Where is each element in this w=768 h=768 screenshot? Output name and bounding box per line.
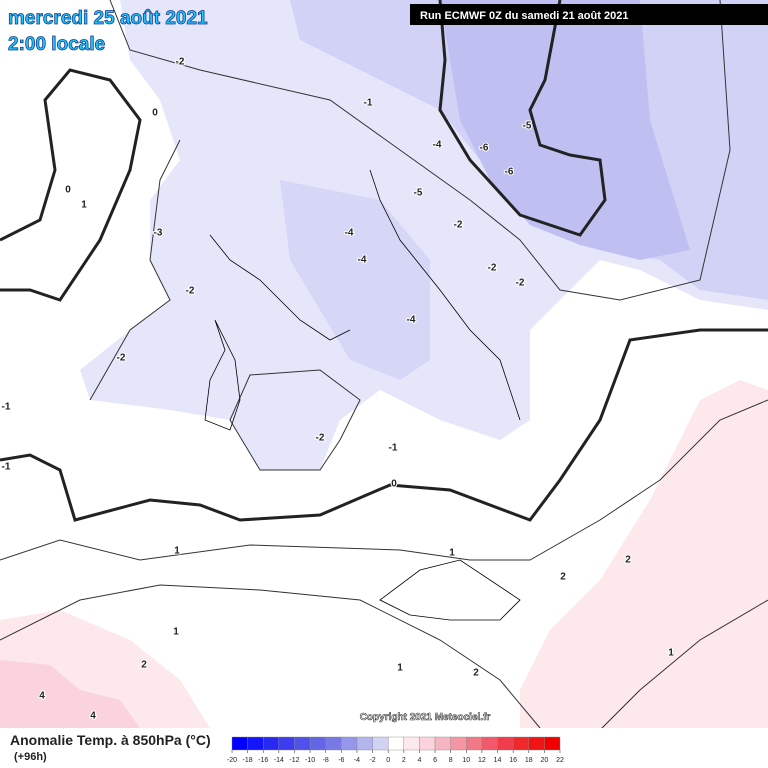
zero-contours	[0, 0, 768, 522]
colorbar-swatch	[325, 736, 342, 751]
colorbar-swatch	[387, 736, 405, 751]
run-info: Run ECMWF 0Z du samedi 21 août 2021	[420, 10, 628, 22]
colorbar-swatch	[481, 736, 498, 751]
colorbar-swatch	[278, 736, 295, 751]
colorbar-swatch	[263, 736, 280, 751]
coastlines	[204, 169, 521, 621]
copyright: Copyright 2021 Meteociel.fr	[360, 712, 491, 723]
colorbar-tick-label: 0	[386, 757, 390, 764]
colorbar-tick-label: 10	[462, 757, 470, 764]
colorbar-tick-label: 18	[525, 757, 533, 764]
contour-label: 0	[391, 479, 397, 490]
contour-label: -1	[389, 443, 398, 454]
warm-anomaly-region	[520, 380, 768, 728]
colorbar-tick-label: -10	[305, 757, 315, 764]
time-title: 2:00 locale	[8, 34, 105, 55]
contour-label: 1	[449, 548, 455, 559]
colorbar-tick-label: 20	[540, 757, 548, 764]
colorbar-tick-label: 16	[509, 757, 517, 764]
colorbar-tick-label: -16	[258, 757, 268, 764]
contour-label: -2	[186, 286, 195, 297]
colorbar-tick-label: 8	[449, 757, 453, 764]
colorbar-tick-label: 6	[433, 757, 437, 764]
colorbar-tick-label: -2	[369, 757, 375, 764]
contour-label: -4	[433, 140, 442, 151]
date-title: mercredi 25 août 2021	[8, 8, 208, 29]
contour-label: 0	[152, 108, 158, 119]
colorbar-swatch	[544, 736, 561, 751]
colorbar-tick-label: 12	[478, 757, 486, 764]
colorbar-swatch	[450, 736, 467, 751]
colorbar-swatch	[403, 736, 420, 751]
contour-label: -1	[2, 402, 11, 413]
colorbar-swatch	[466, 736, 483, 751]
colorbar-swatch	[372, 736, 389, 751]
colorbar-swatch	[528, 736, 545, 751]
colorbar-swatch	[231, 736, 248, 751]
contour-label: -5	[523, 121, 532, 132]
contour-label: -6	[505, 167, 514, 178]
forecast-hour: (+96h)	[14, 751, 47, 763]
contour-label: -2	[176, 57, 185, 68]
colorbar-tick-label: -8	[323, 757, 329, 764]
colorbar-tick-label: 14	[494, 757, 502, 764]
contour-label: 1	[81, 200, 87, 211]
contour-label: -2	[488, 263, 497, 274]
contour-label: 2	[560, 572, 566, 583]
contour-label: -4	[345, 228, 354, 239]
colorbar-tick-label: 2	[402, 757, 406, 764]
contour-label: -2	[454, 220, 463, 231]
contour-label: 0	[65, 185, 71, 196]
contour-label: 1	[173, 627, 179, 638]
colorbar-tick-label: 4	[417, 757, 421, 764]
contour-label: -4	[407, 315, 416, 326]
colorbar-swatch	[434, 736, 451, 751]
run-banner	[410, 4, 768, 25]
contour-label: -3	[154, 228, 163, 239]
contour-label: 2	[473, 668, 479, 679]
contour-label: 1	[397, 663, 403, 674]
contour-label: -4	[358, 255, 367, 266]
contour-label: 4	[39, 691, 45, 702]
contours	[0, 0, 768, 731]
colorbar-swatch	[356, 736, 373, 751]
colorbar-swatch	[497, 736, 514, 751]
contour-label: 2	[141, 660, 147, 671]
colorbar-swatch	[341, 736, 358, 751]
colorbar-swatch	[419, 736, 436, 751]
cold-anomaly-region	[440, 0, 690, 260]
colorbar-tick-label: -14	[274, 757, 284, 764]
colorbar-swatch	[512, 736, 529, 751]
contour-label: -6	[480, 143, 489, 154]
colorbar-tick-label: -4	[354, 757, 360, 764]
contour-label: -2	[516, 278, 525, 289]
contour-label: -5	[414, 188, 423, 199]
contour-label: -2	[316, 433, 325, 444]
colorbar-swatch	[309, 736, 326, 751]
contour-label: 2	[625, 555, 631, 566]
colorbar-tick-label: -20	[227, 757, 237, 764]
colorbar-tick-label: -6	[338, 757, 344, 764]
colorbar-tick-label: -12	[289, 757, 299, 764]
contour-label: -2	[117, 353, 126, 364]
colorbar-tick-label: -18	[243, 757, 253, 764]
legend-title: Anomalie Temp. à 850hPa (°C)	[10, 732, 211, 748]
colorbar-tick-label: 22	[556, 757, 564, 764]
cold-anomaly-region	[280, 180, 430, 380]
contour-label: -1	[2, 462, 11, 473]
contour-label: 1	[174, 546, 180, 557]
contour-label: 1	[668, 648, 674, 659]
contour-label: -1	[364, 98, 373, 109]
warm-anomaly-region	[0, 660, 140, 728]
contour-label: 4	[90, 711, 96, 722]
colorbar-swatch	[247, 736, 264, 751]
colorbar-swatch	[294, 736, 311, 751]
